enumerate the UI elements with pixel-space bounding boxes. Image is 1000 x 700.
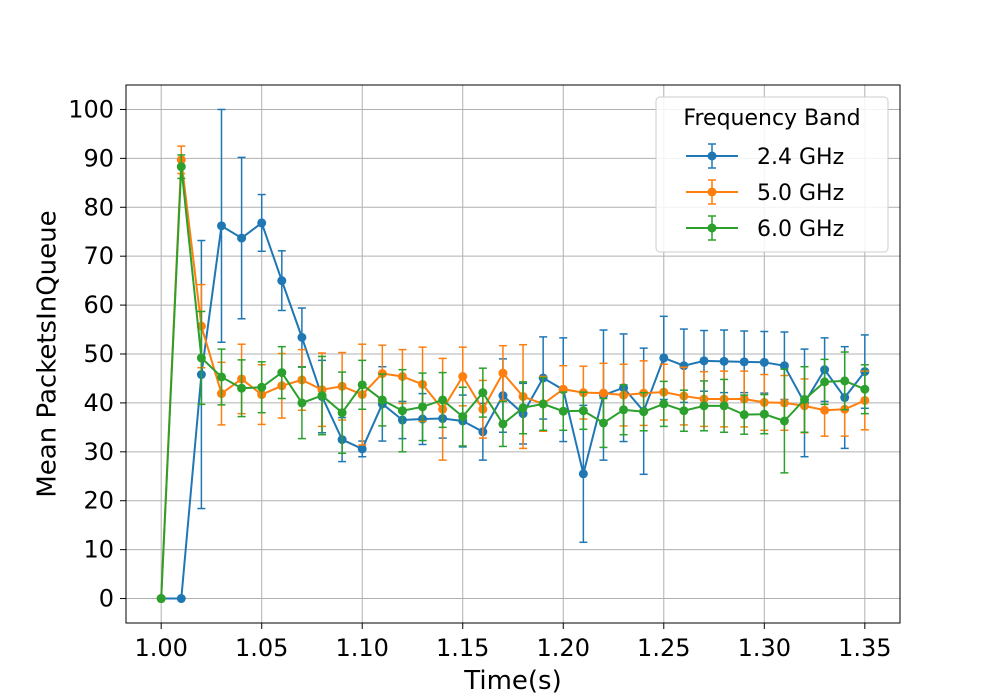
data-point (860, 384, 870, 394)
data-point (498, 419, 508, 429)
legend-entry: 5.0 GHz (686, 179, 844, 206)
x-tick-label: 1.15 (436, 634, 489, 662)
data-point (578, 406, 588, 416)
x-tick-label: 1.35 (838, 634, 891, 662)
data-point (538, 399, 548, 409)
data-point (578, 469, 588, 479)
legend-marker (707, 187, 717, 197)
legend-box (655, 96, 889, 253)
y-tick-label: 40 (83, 389, 114, 417)
y-tick-label: 20 (83, 487, 114, 515)
data-point (458, 371, 468, 381)
y-tick-label: 100 (68, 95, 114, 123)
data-point (397, 406, 407, 416)
data-point (317, 391, 327, 401)
data-point (216, 221, 226, 231)
x-tick-label: 1.20 (537, 634, 590, 662)
legend: Frequency Band 2.4 GHz 5.0 GHz 6.0 GHz (655, 96, 889, 253)
legend-entries: 2.4 GHz 5.0 GHz 6.0 GHz (686, 143, 844, 242)
x-tick-label: 1.10 (336, 634, 389, 662)
data-point (840, 376, 850, 386)
data-point (216, 372, 226, 382)
y-tick-label: 80 (83, 193, 114, 221)
data-point (297, 398, 307, 408)
data-point (156, 594, 166, 604)
y-tick-label: 50 (83, 340, 114, 368)
series-6-0-ghz (156, 154, 870, 604)
legend-entry: 6.0 GHz (686, 215, 844, 242)
data-point (277, 368, 287, 378)
data-point (498, 368, 508, 378)
data-point (619, 405, 629, 415)
legend-marker (707, 223, 717, 233)
legend-label: 6.0 GHz (757, 217, 844, 242)
data-point (598, 418, 608, 428)
data-point (418, 402, 428, 412)
data-point (679, 361, 689, 371)
x-tick-label: 1.00 (134, 634, 187, 662)
data-point (739, 410, 749, 420)
data-point (357, 444, 367, 454)
data-point (196, 353, 206, 363)
data-point (297, 332, 307, 342)
data-point (699, 401, 709, 411)
data-point (759, 409, 769, 419)
data-point (237, 233, 247, 243)
data-point (176, 162, 186, 172)
series-line (161, 221, 866, 600)
x-tick-label: 1.25 (637, 634, 690, 662)
data-point (779, 416, 789, 426)
data-point (820, 405, 830, 415)
y-tick-label: 30 (83, 438, 114, 466)
data-point (277, 276, 287, 286)
legend-marker (707, 151, 717, 161)
data-point (639, 407, 649, 417)
legend-label: 2.4 GHz (757, 145, 844, 170)
data-point (820, 377, 830, 387)
x-tick-label: 1.30 (738, 634, 791, 662)
data-point (699, 356, 709, 366)
data-point (257, 218, 267, 228)
data-point (377, 395, 387, 405)
data-point (719, 401, 729, 411)
data-point (337, 408, 347, 418)
data-point (759, 357, 769, 367)
x-axis-label: Time(s) (463, 666, 561, 696)
y-axis-label: Mean PacketsInQueue (33, 210, 63, 497)
data-point (478, 388, 488, 398)
data-point (739, 357, 749, 367)
y-tick-label: 10 (83, 536, 114, 564)
plot-area-data (156, 108, 870, 604)
data-point (679, 406, 689, 416)
legend-title: Frequency Band (683, 106, 860, 131)
y-tick-label: 60 (83, 291, 114, 319)
data-point (237, 383, 247, 393)
y-tick-label: 0 (99, 585, 114, 613)
data-point (719, 356, 729, 366)
data-point (598, 388, 608, 398)
y-tick-label: 90 (83, 144, 114, 172)
data-point (357, 380, 367, 390)
data-point (257, 382, 267, 392)
data-point (458, 412, 468, 422)
x-tick-label: 1.05 (235, 634, 288, 662)
y-tick-label: 70 (83, 242, 114, 270)
data-point (659, 353, 669, 363)
data-point (558, 406, 568, 416)
axis-ticks: 1.00 1.05 1.10 1.15 1.20 1.25 1.30 1.35 0 10 20 30 4… (68, 95, 891, 662)
data-point (176, 594, 186, 604)
data-point (659, 399, 669, 409)
data-point (779, 361, 789, 371)
legend-label: 5.0 GHz (757, 181, 844, 206)
data-point (800, 394, 810, 404)
legend-entry: 2.4 GHz (686, 143, 844, 170)
data-point (438, 395, 448, 405)
data-point (518, 403, 528, 413)
